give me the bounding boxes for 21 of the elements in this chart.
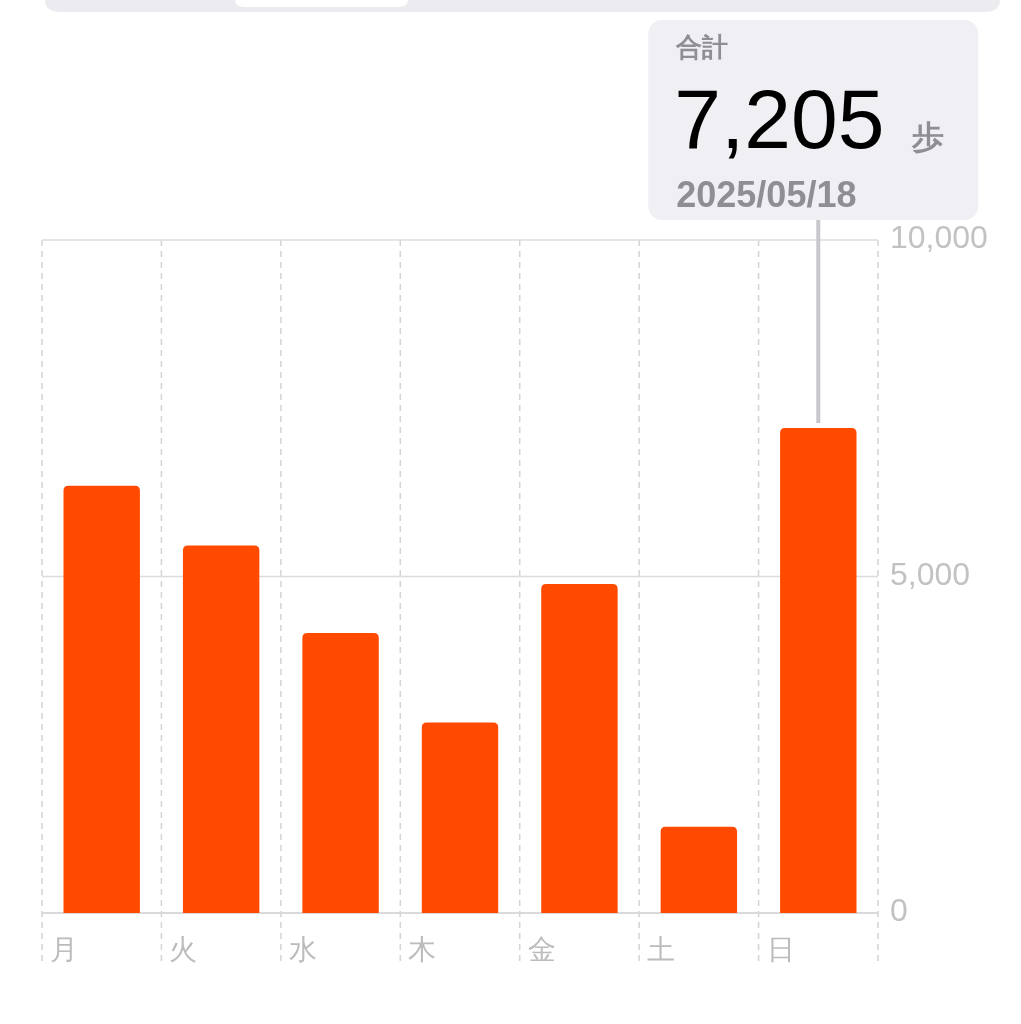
x-tick-label: 木	[408, 934, 437, 965]
x-tick-label: 日	[766, 934, 795, 965]
bar	[182, 545, 260, 913]
text: 歩	[911, 119, 945, 155]
y-tick-label: 10,000	[890, 219, 988, 256]
bar	[541, 583, 618, 913]
y-tick-label: 5,000	[890, 555, 971, 592]
text: 2025/05/18	[676, 174, 857, 215]
bar	[302, 633, 379, 913]
x-tick-label: 水	[288, 934, 317, 965]
y-tick-label: 0	[890, 892, 908, 929]
text: 7,205	[674, 72, 885, 166]
bar	[780, 428, 857, 913]
bar	[421, 722, 499, 913]
x-tick-label: 土	[647, 934, 676, 965]
x-tick-label: 火	[169, 934, 198, 965]
text: 合計	[675, 32, 729, 62]
x-tick-label: 金	[527, 934, 556, 965]
x-tick-label: 月	[50, 934, 78, 965]
bar	[63, 485, 140, 913]
bar	[660, 826, 738, 913]
